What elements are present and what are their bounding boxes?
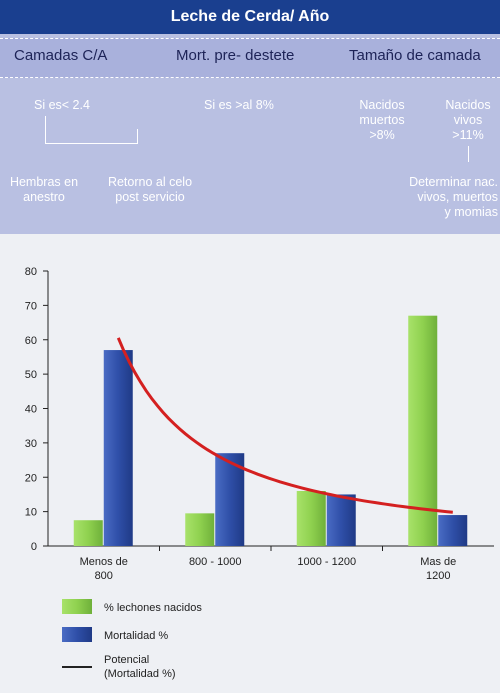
y-tick-label: 20 [25,472,37,484]
page-title: Leche de Cerda/ Año [0,0,500,34]
node-line: Nacidos [445,98,491,112]
node-line: Retorno al celo [107,175,193,189]
y-tick-label: 50 [25,369,37,381]
legend-label: Mortalidad % [104,630,168,642]
title-text: Leche de Cerda/ Año [170,8,330,25]
chart-area: 0 10 20 30 40 50 60 70 80 Menos de 800 800 - 1000 10… [0,234,500,688]
bar [326,494,356,546]
node-si-es-menor-2-4: Si es< 2.4 [34,98,90,112]
connector-line [137,129,138,144]
x-tick-label: Menos de [80,556,128,568]
node-line: Determinar nac. [409,175,498,189]
legend-label: (Mortalidad %) [104,668,176,680]
x-tick-label: 1000 - 1200 [297,556,356,568]
y-tick-label: 60 [25,335,37,347]
y-tick-label: 70 [25,300,37,312]
connector-line [45,116,46,144]
node-line: Hembras en [9,175,79,189]
node-line: >8% [369,128,395,142]
node-line: y momias [444,205,498,219]
x-tick-label: 800 - 1000 [189,556,242,568]
bar-chart: 0 10 20 30 40 50 60 70 80 Menos de 800 800 - 1000 10… [25,266,494,680]
decision-tree-panel: Camadas C/A Mort. pre- destete Tamaño de… [0,34,500,234]
legend-label: % lechones nacidos [104,602,202,614]
node-line: post servicio [115,190,185,204]
bar [215,453,245,546]
node-nacidos-vivos: Nacidos vivos >11% [438,98,498,143]
bar [103,350,133,546]
trendline [116,337,453,514]
node-line: vivos, muertos [417,190,498,204]
y-tick-label: 10 [25,507,37,519]
x-tick-label: 1200 [426,570,450,582]
y-tick-label: 80 [25,266,37,278]
node-si-es-mayor-8: Si es >al 8% [204,98,274,112]
node-nacidos-muertos: Nacidos muertos >8% [352,98,412,143]
header-tamano: Tamaño de camada [349,47,481,64]
x-tick-label: Mas de [420,556,456,568]
connector-line [468,146,469,162]
node-line: anestro [23,190,65,204]
legend-label: Potencial [104,654,149,666]
node-line: Nacidos [359,98,405,112]
y-tick-label: 0 [31,541,37,553]
bar [73,520,103,546]
legend-swatch [62,599,92,614]
header-camadas: Camadas C/A [14,47,108,64]
legend-swatch [62,627,92,642]
node-line: muertos [359,113,405,127]
node-retorno-celo: Retorno al celo post servicio [98,175,202,205]
node-determinar: Determinar nac. vivos, muertos y momias [388,175,498,220]
y-tick-label: 40 [25,404,37,416]
node-hembras-anestro: Hembras en anestro [4,175,84,205]
category-header-strip: Camadas C/A Mort. pre- destete Tamaño de… [0,38,500,78]
node-line: vivos [453,113,483,127]
node-line: >11% [452,128,484,142]
bar [185,513,215,546]
x-tick-label: 800 [95,570,113,582]
bar [296,491,326,546]
connector-line [45,143,138,144]
y-tick-label: 30 [25,438,37,450]
header-mortalidad: Mort. pre- destete [176,47,295,64]
bar [438,515,468,546]
